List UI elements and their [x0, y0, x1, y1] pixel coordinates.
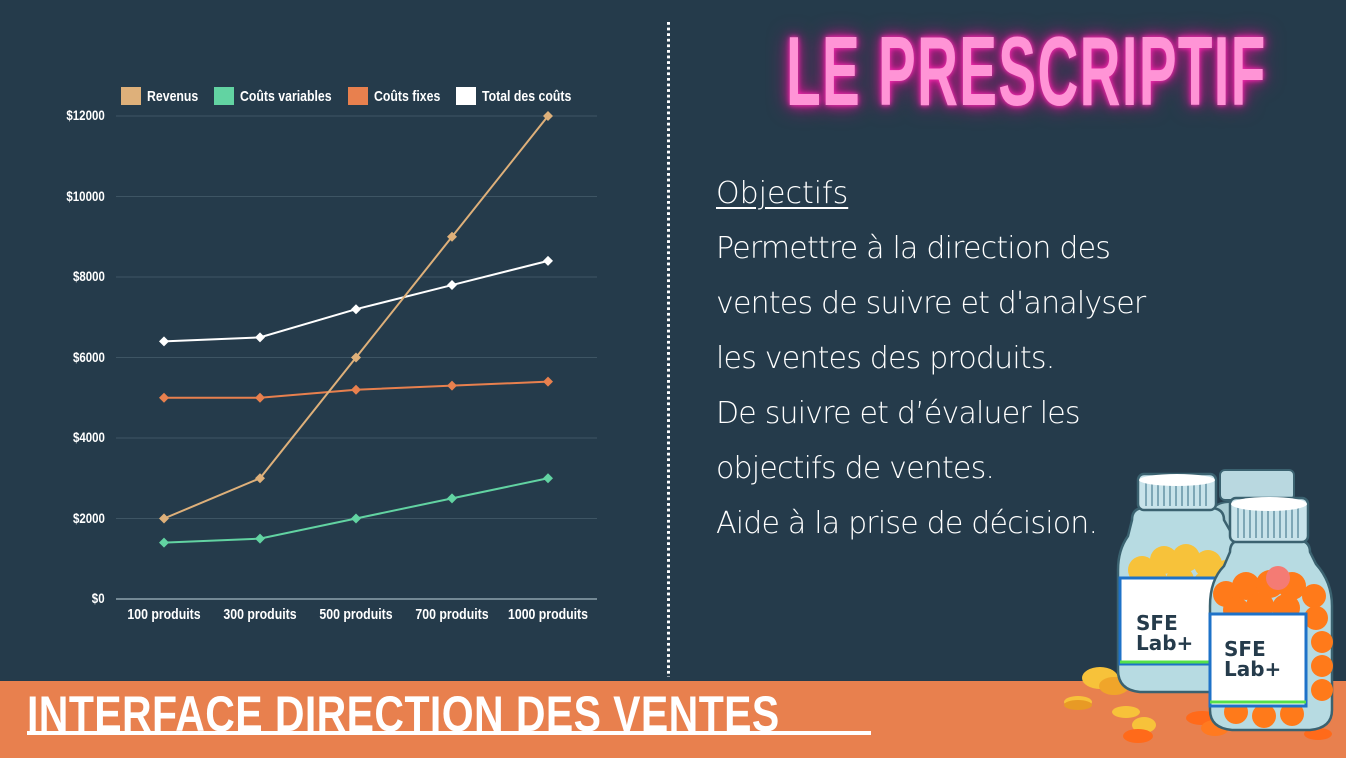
- objectives-block: Objectifs Permettre à la direction des v…: [716, 166, 1146, 551]
- objective-line: De suivre et d’évaluer les: [716, 396, 1081, 431]
- legend-swatch-icon: [214, 87, 235, 105]
- objective-line: ventes de suivre et d'analyser: [716, 286, 1146, 321]
- data-point-diamond-icon: [447, 231, 457, 242]
- legend-item: Coûts fixes: [347, 87, 441, 105]
- svg-text:SFE: SFE: [1136, 611, 1178, 635]
- cost-revenue-chart: Revenus Coûts variables Coûts fixes Total d…: [0, 0, 660, 680]
- objectives-heading: Objectifs: [716, 176, 849, 211]
- data-point-diamond-icon: [255, 392, 265, 403]
- legend-swatch-icon: [121, 87, 141, 105]
- dotted-divider: [667, 22, 670, 677]
- data-point-diamond-icon: [351, 304, 361, 315]
- data-point-diamond-icon: [159, 537, 169, 548]
- x-tick-label: 700 produits: [415, 606, 489, 623]
- data-point-diamond-icon: [543, 111, 553, 121]
- data-point-diamond-icon: [159, 513, 169, 524]
- data-point-diamond-icon: [159, 392, 169, 403]
- y-tick-label: $6000: [73, 348, 105, 365]
- svg-text:Lab+: Lab+: [1224, 657, 1281, 681]
- y-tick-label: $2000: [73, 509, 105, 526]
- objective-line: Permettre à la direction des: [716, 231, 1111, 266]
- legend-swatch-icon: [456, 87, 477, 105]
- chart-plot-area: [116, 111, 597, 600]
- data-point-diamond-icon: [255, 533, 265, 544]
- data-point-diamond-icon: [159, 336, 169, 347]
- legend-label: Coûts fixes: [373, 87, 441, 105]
- data-point-diamond-icon: [447, 493, 457, 504]
- x-tick-label: 500 produits: [319, 606, 393, 623]
- legend-label: Revenus: [147, 87, 199, 105]
- data-point-diamond-icon: [543, 255, 553, 266]
- series-total-des-co-ts: [159, 255, 553, 347]
- legend-label: Coûts variables: [240, 87, 332, 105]
- objective-line: Aide à la prise de décision.: [716, 506, 1098, 541]
- data-point-diamond-icon: [255, 473, 265, 484]
- data-point-diamond-icon: [351, 352, 361, 363]
- legend-item: Total des coûts: [456, 87, 572, 105]
- data-point-diamond-icon: [351, 513, 361, 524]
- y-tick-label: $8000: [73, 268, 105, 284]
- data-point-diamond-icon: [447, 380, 457, 391]
- legend-swatch-icon: [347, 87, 368, 105]
- bottom-banner: INTERFACE DIRECTION DES VENTES: [0, 681, 1346, 758]
- bottle-right: SFE Lab+: [1208, 496, 1334, 732]
- pill-bottles-illustration: SFE Lab+ SFE Lab: [1064, 469, 1334, 743]
- slide-title: LE PRESCRIPTIF: [786, 16, 1267, 126]
- data-point-diamond-icon: [543, 376, 553, 387]
- right-edge-strip: [1346, 0, 1351, 758]
- legend-item: Revenus: [121, 87, 198, 105]
- data-point-diamond-icon: [255, 332, 265, 343]
- y-tick-label: $0: [92, 590, 105, 606]
- objective-line: les ventes des produits.: [716, 341, 1055, 376]
- data-point-diamond-icon: [447, 280, 457, 291]
- series-co-ts-fixes: [159, 376, 553, 403]
- legend-label: Total des coûts: [482, 87, 572, 105]
- legend-item: Coûts variables: [214, 87, 332, 105]
- objective-line: objectifs de ventes.: [716, 451, 995, 486]
- y-tick-label: $12000: [66, 107, 105, 123]
- banner-underline: [27, 731, 871, 735]
- x-tick-label: 300 produits: [223, 606, 297, 623]
- svg-text:Lab+: Lab+: [1136, 631, 1193, 655]
- data-point-diamond-icon: [351, 384, 361, 395]
- series-co-ts-variables: [159, 473, 553, 548]
- series-revenus: [159, 111, 553, 524]
- chart-legend: Revenus Coûts variables Coûts fixes Total d…: [121, 86, 588, 106]
- x-tick-label: 100 produits: [127, 606, 201, 623]
- data-point-diamond-icon: [543, 473, 553, 484]
- x-tick-label: 1000 produits: [508, 606, 588, 623]
- y-tick-label: $10000: [66, 187, 105, 204]
- svg-text:SFE: SFE: [1224, 637, 1266, 661]
- y-tick-label: $4000: [73, 429, 105, 445]
